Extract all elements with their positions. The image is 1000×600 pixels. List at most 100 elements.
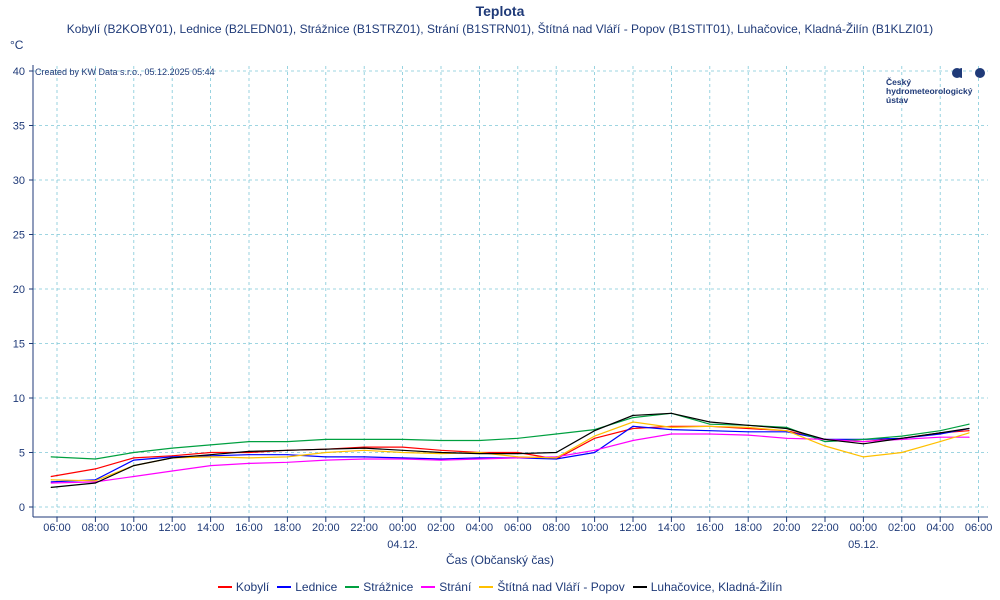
data-point [968,436,970,438]
legend-item[interactable]: Štítná nad Vláří - Popov [479,580,625,594]
x-tick-label: 04:00 [466,522,494,534]
x-tick-label: 06:00 [43,522,71,534]
data-point [248,441,250,443]
x-tick-label: 22:00 [811,522,839,534]
x-tick-label: 20:00 [773,522,801,534]
data-point [50,456,52,458]
data-point [133,451,135,454]
y-tick-label: 40 [13,66,25,78]
data-point [440,452,442,455]
x-tick-label: 10:00 [120,522,148,534]
data-point [363,456,365,458]
data-point [517,437,519,439]
data-point [594,430,596,432]
legend-item[interactable]: Lednice [277,580,337,594]
series-line-4 [51,421,970,482]
y-tick-label: 20 [13,284,25,296]
legend-item[interactable]: Strání [421,580,471,594]
data-point [862,441,865,443]
x-tick-label: 20:00 [312,522,340,534]
legend-swatch [632,586,647,588]
data-point [709,423,711,425]
data-point [824,445,826,447]
data-point [968,427,970,430]
data-point [632,417,634,419]
data-point [517,451,519,454]
legend: Kobylí Lednice Strážnice Strání Štítná nad V… [0,580,1000,594]
data-point [94,480,96,482]
data-point [862,443,865,445]
legend-label: Strání [439,580,472,594]
y-tick-label: 5 [19,448,25,460]
y-tick-label: 10 [13,393,25,405]
x-tick-label: 06:00 [504,522,532,534]
data-point [133,459,135,461]
x-tick-label: 02:00 [888,522,916,534]
chart-subtitle: Kobylí (B2KOBY01), Lednice (B2LEDN01), S… [66,22,934,36]
legend-label: Kobylí [235,580,270,594]
legend-item[interactable]: Strážnice [345,580,413,594]
data-point [363,438,365,441]
data-point [632,425,634,427]
data-point [670,429,673,431]
data-point [747,434,749,436]
data-point [94,482,96,484]
data-point [171,455,173,457]
data-point [824,438,826,441]
data-point [363,449,365,451]
y-tick-label: 15 [13,339,25,351]
data-point [709,433,711,435]
data-point [171,447,173,449]
data-point [478,458,480,460]
data-point [286,441,288,443]
data-point [670,426,673,429]
data-point [517,457,519,459]
data-point [594,435,596,437]
x-tick-label: 06:00 [965,522,993,534]
data-point [402,451,404,454]
data-point [402,438,404,441]
logo-line: Český [886,77,912,87]
data-point [210,444,212,446]
legend-item[interactable]: Kobylí [217,580,270,594]
data-point [325,456,327,458]
data-point [901,438,903,441]
data-point [210,451,212,454]
data-point [968,423,970,425]
data-point [440,439,442,442]
data-point [747,424,749,426]
data-point [670,412,673,414]
data-point [939,430,941,432]
x-tick-label: 00:00 [850,522,878,534]
data-point [747,427,749,430]
legend-label: Štítná nad Vláří - Popov [497,580,625,594]
data-point [594,449,596,451]
data-point [939,436,941,438]
data-point [709,430,711,432]
x-tick-label: 08:00 [542,522,570,534]
date-label: 04.12. [387,539,418,551]
y-tick-label: 35 [13,121,25,133]
data-point [325,459,327,461]
data-point [862,456,865,458]
x-tick-label: 18:00 [274,522,302,534]
y-tick-label: 0 [19,502,25,514]
x-tick-label: 10:00 [581,522,609,534]
legend-item[interactable]: Luhačovice, Kladná-Žilín [632,580,783,594]
data-point [478,451,480,454]
data-point [50,475,52,478]
data-point [517,452,519,455]
data-point [478,452,480,455]
x-axis-label: Čas (Občanský čas) [445,553,555,567]
data-point [939,441,941,443]
data-point [248,457,250,459]
data-point [94,468,96,470]
data-point [747,431,749,433]
legend-label: Luhačovice, Kladná-Žilín [650,580,783,594]
data-point [632,439,634,442]
data-point [402,457,404,459]
series-line-5 [51,412,970,488]
data-point [555,457,557,459]
data-point [286,456,288,458]
